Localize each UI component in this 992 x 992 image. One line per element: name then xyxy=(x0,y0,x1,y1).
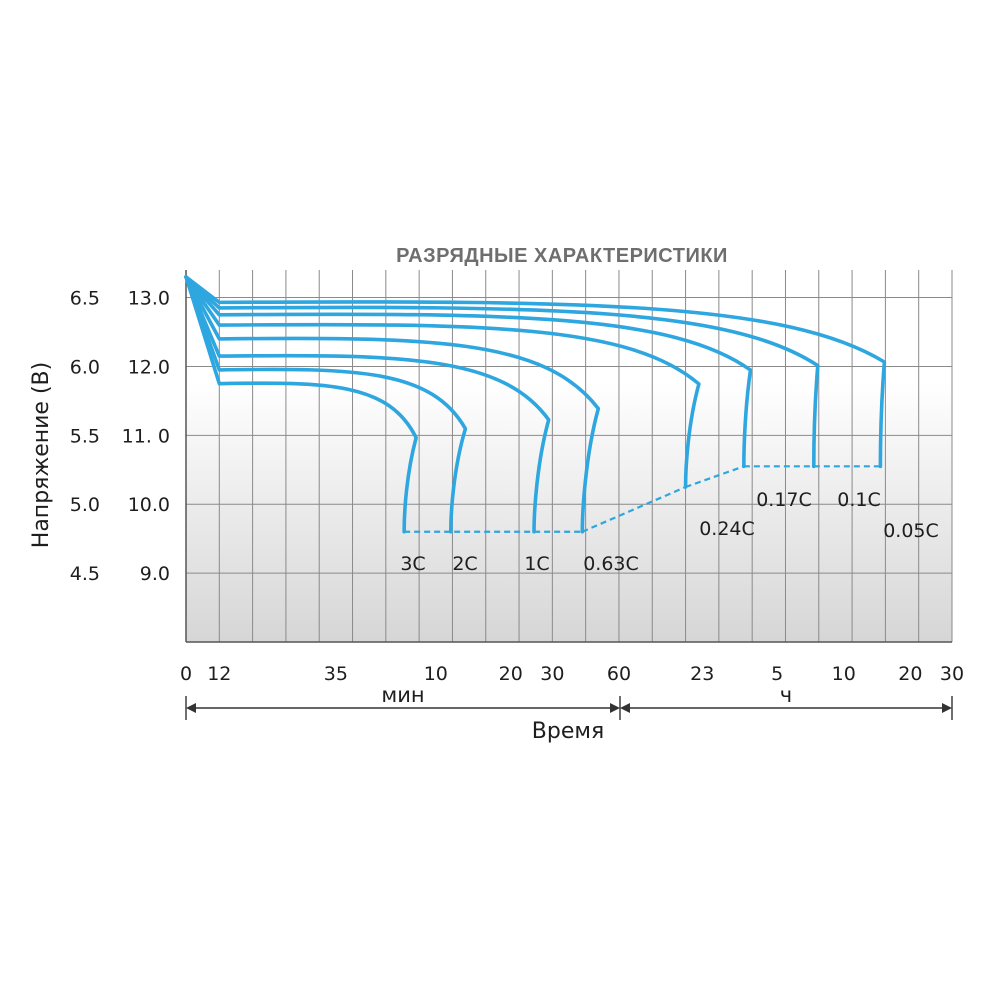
y-tick-12v: 12.0 xyxy=(128,356,170,378)
x-unit-minutes: мин xyxy=(381,683,424,707)
curve-0.17C xyxy=(184,275,753,469)
chart-title: РАЗРЯДНЫЕ ХАРАКТЕРИСТИКИ xyxy=(396,245,728,267)
x-unit-hours: ч xyxy=(780,683,792,707)
series-label-2C: 2C xyxy=(452,553,477,575)
x-tick-label: 20 xyxy=(499,663,523,685)
series-label-0.63C: 0.63C xyxy=(583,553,639,575)
y-tick-6v: 6.0 xyxy=(70,356,100,378)
series-label-0.17C: 0.17C xyxy=(756,489,812,511)
cutoff-line xyxy=(581,485,687,533)
curve-1C xyxy=(184,275,551,534)
plot-background xyxy=(186,270,952,642)
series-label-1C: 1C xyxy=(524,553,549,575)
x-tick-label: 5 xyxy=(771,663,783,685)
curve-0.24C xyxy=(184,275,701,489)
x-tick-labels: 0 12 35 10 20 30 60 23 5 10 20 30 xyxy=(180,663,964,685)
horizontal-gridlines xyxy=(186,297,952,574)
x-tick-label: 30 xyxy=(540,663,564,685)
y-tick-6v: 4.5 xyxy=(70,563,100,585)
y-tick-6v: 5.5 xyxy=(70,425,100,447)
y-tick-12v: 10.0 xyxy=(128,494,170,516)
curve-3C xyxy=(184,275,418,534)
minutes-range-arrow xyxy=(185,696,953,720)
y-tick-12v: 11. 0 xyxy=(122,425,170,447)
series-label-0.24C: 0.24C xyxy=(699,518,755,540)
curve-0.1C xyxy=(184,275,820,469)
x-tick-label: 0 xyxy=(180,663,192,685)
x-axis-label: Время xyxy=(532,719,604,744)
discharge-curves xyxy=(184,275,887,534)
y-tick-6v: 6.5 xyxy=(70,288,100,310)
x-tick-label: 12 xyxy=(207,663,231,685)
x-tick-label: 10 xyxy=(832,663,856,685)
y-axis-label: Напряжение (В) xyxy=(29,362,54,548)
x-tick-label: 20 xyxy=(898,663,922,685)
x-tick-label: 35 xyxy=(324,663,348,685)
x-tick-label: 30 xyxy=(940,663,964,685)
y-tick-12v: 13.0 xyxy=(128,288,170,310)
curve-0.63C xyxy=(184,275,601,534)
series-label-3C: 3C xyxy=(400,553,425,575)
series-label-0.05C: 0.05C xyxy=(883,520,939,542)
series-label-0.1C: 0.1C xyxy=(837,489,880,511)
curve-0.05C xyxy=(184,275,887,469)
x-tick-label: 10 xyxy=(424,663,448,685)
cutoff-line xyxy=(685,465,745,489)
curve-2C xyxy=(184,275,468,534)
y-tick-labels: 13.0 6.5 12.0 6.0 11. 0 5.5 10.0 5.0 9.0 4.5 xyxy=(70,288,170,586)
x-tick-label: 23 xyxy=(690,663,714,685)
x-tick-label: 60 xyxy=(607,663,631,685)
y-tick-12v: 9.0 xyxy=(140,563,170,585)
y-tick-6v: 5.0 xyxy=(70,494,100,516)
